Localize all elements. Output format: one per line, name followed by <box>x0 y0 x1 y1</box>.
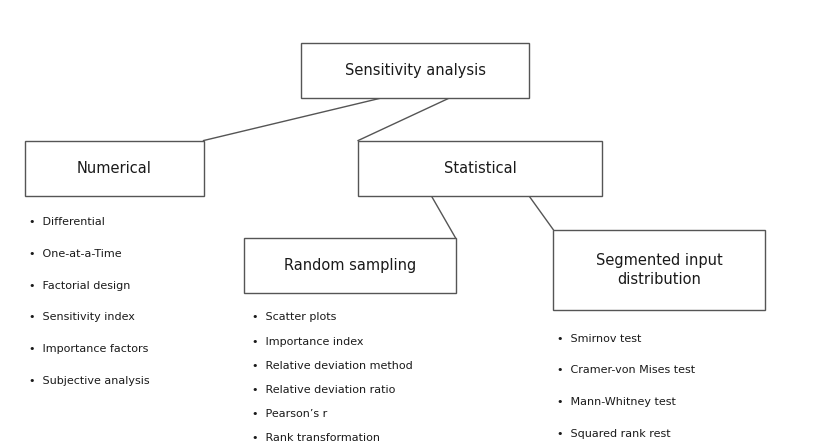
Text: •  Cramer-von Mises test: • Cramer-von Mises test <box>558 366 696 375</box>
Text: Sensitivity analysis: Sensitivity analysis <box>344 63 486 78</box>
FancyBboxPatch shape <box>301 43 529 98</box>
FancyBboxPatch shape <box>25 141 203 196</box>
Text: •  Smirnov test: • Smirnov test <box>558 334 642 343</box>
Text: •  Rank transformation: • Rank transformation <box>252 433 380 442</box>
Text: •  Subjective analysis: • Subjective analysis <box>29 376 149 386</box>
Text: •  Pearson’s r: • Pearson’s r <box>252 409 328 419</box>
Text: •  Mann-Whitney test: • Mann-Whitney test <box>558 397 676 407</box>
Text: Segmented input
distribution: Segmented input distribution <box>596 252 722 287</box>
Text: Statistical: Statistical <box>444 160 516 175</box>
Text: •  Factorial design: • Factorial design <box>29 281 130 290</box>
Text: •  Importance factors: • Importance factors <box>29 344 148 354</box>
Text: •  Relative deviation ratio: • Relative deviation ratio <box>252 385 396 395</box>
Text: •  One-at-a-Time: • One-at-a-Time <box>29 249 121 259</box>
FancyBboxPatch shape <box>244 238 456 293</box>
FancyBboxPatch shape <box>358 141 602 196</box>
Text: •  Differential: • Differential <box>29 217 105 227</box>
Text: Random sampling: Random sampling <box>284 258 416 273</box>
Text: •  Importance index: • Importance index <box>252 337 364 347</box>
Text: •  Squared rank rest: • Squared rank rest <box>558 429 671 439</box>
Text: Numerical: Numerical <box>76 160 152 175</box>
Text: •  Scatter plots: • Scatter plots <box>252 312 337 322</box>
FancyBboxPatch shape <box>554 230 764 310</box>
Text: •  Relative deviation method: • Relative deviation method <box>252 361 413 371</box>
Text: •  Sensitivity index: • Sensitivity index <box>29 312 134 322</box>
